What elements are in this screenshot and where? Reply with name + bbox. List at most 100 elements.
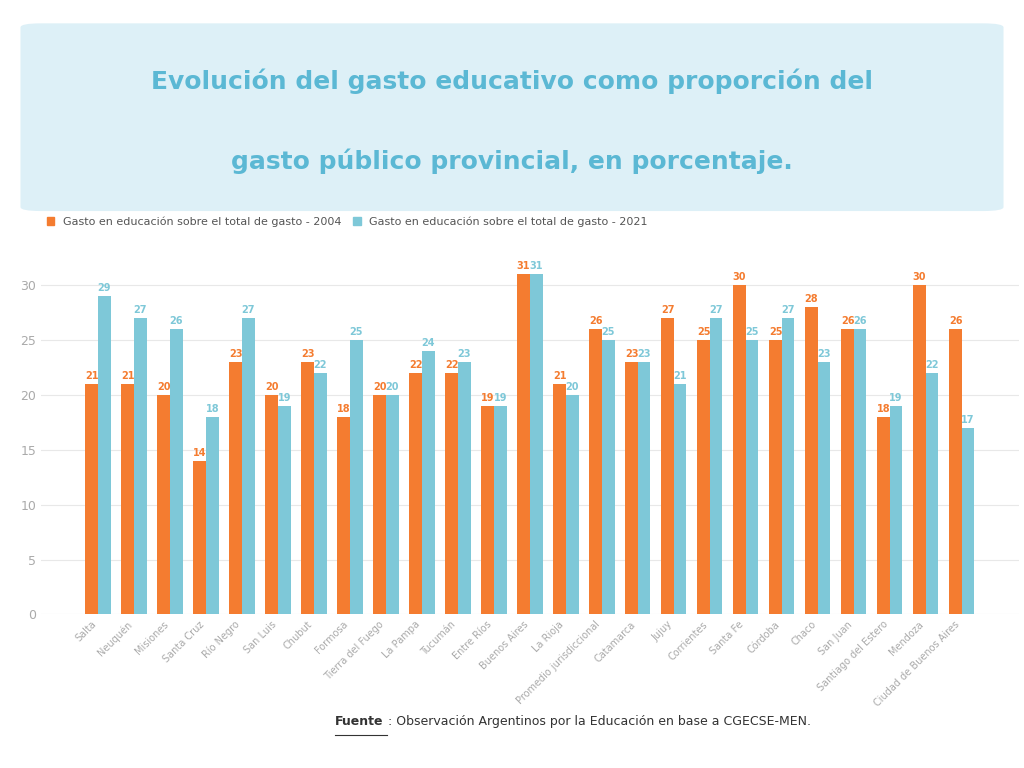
Bar <box>134 318 146 614</box>
Text: 26: 26 <box>949 316 963 326</box>
Text: 27: 27 <box>133 305 147 315</box>
Text: 25: 25 <box>697 327 711 337</box>
Text: 22: 22 <box>313 359 327 369</box>
Text: 20: 20 <box>373 382 386 392</box>
Bar <box>194 461 206 614</box>
Text: 21: 21 <box>674 371 687 381</box>
Bar <box>782 318 795 614</box>
Bar <box>926 373 938 614</box>
Bar <box>278 406 291 614</box>
Text: 21: 21 <box>121 371 134 381</box>
Bar <box>602 340 614 614</box>
Bar <box>553 384 566 614</box>
Text: gasto público provincial, en porcentaje.: gasto público provincial, en porcentaje. <box>231 148 793 174</box>
Bar <box>878 417 890 614</box>
Text: 25: 25 <box>745 327 759 337</box>
Bar <box>206 417 218 614</box>
Bar <box>122 384 134 614</box>
Bar <box>662 318 674 614</box>
Text: 27: 27 <box>710 305 723 315</box>
Bar <box>410 373 422 614</box>
Text: 26: 26 <box>589 316 602 326</box>
Text: 31: 31 <box>529 261 543 271</box>
Bar <box>314 373 327 614</box>
Bar <box>854 329 866 614</box>
Bar <box>949 329 962 614</box>
Bar <box>229 362 242 614</box>
Bar <box>337 417 350 614</box>
Text: 27: 27 <box>242 305 255 315</box>
Text: 25: 25 <box>769 327 782 337</box>
Bar <box>374 395 386 614</box>
Text: 29: 29 <box>97 283 111 293</box>
Bar <box>98 296 111 614</box>
Text: 23: 23 <box>638 349 651 359</box>
Text: 22: 22 <box>926 359 939 369</box>
Bar <box>170 329 182 614</box>
Bar <box>350 340 362 614</box>
Text: 20: 20 <box>565 382 579 392</box>
Text: Fuente: Fuente <box>335 716 383 728</box>
Text: 21: 21 <box>85 371 98 381</box>
Bar <box>805 307 818 614</box>
Bar <box>638 362 650 614</box>
Text: 27: 27 <box>781 305 795 315</box>
Text: 25: 25 <box>349 327 362 337</box>
Text: 19: 19 <box>481 392 495 402</box>
Bar <box>733 285 745 614</box>
Text: 20: 20 <box>265 382 279 392</box>
Text: 19: 19 <box>494 392 507 402</box>
Text: 27: 27 <box>660 305 675 315</box>
Text: 18: 18 <box>337 404 350 414</box>
Text: 18: 18 <box>877 404 890 414</box>
Text: 23: 23 <box>301 349 314 359</box>
Text: 23: 23 <box>458 349 471 359</box>
Text: : Observación Argentinos por la Educación en base a CGECSE-MEN.: : Observación Argentinos por la Educació… <box>388 716 811 728</box>
Bar <box>589 329 602 614</box>
Bar <box>818 362 830 614</box>
Text: 20: 20 <box>385 382 399 392</box>
Text: 19: 19 <box>890 392 903 402</box>
Bar <box>265 395 278 614</box>
Text: Evolución del gasto educativo como proporción del: Evolución del gasto educativo como propo… <box>151 68 873 94</box>
Bar <box>445 373 458 614</box>
Bar <box>626 362 638 614</box>
Bar <box>769 340 782 614</box>
Text: 26: 26 <box>841 316 854 326</box>
Text: 14: 14 <box>193 448 207 458</box>
Bar <box>242 318 255 614</box>
Bar <box>301 362 314 614</box>
Text: 30: 30 <box>912 272 927 282</box>
Bar <box>913 285 926 614</box>
Bar <box>697 340 710 614</box>
FancyBboxPatch shape <box>20 23 1004 211</box>
Bar <box>890 406 902 614</box>
Text: 23: 23 <box>817 349 830 359</box>
Bar <box>710 318 723 614</box>
Text: 26: 26 <box>170 316 183 326</box>
Text: 30: 30 <box>733 272 746 282</box>
Text: 22: 22 <box>444 359 459 369</box>
Bar <box>517 274 530 614</box>
Bar <box>386 395 398 614</box>
Text: 20: 20 <box>157 382 170 392</box>
Text: 18: 18 <box>206 404 219 414</box>
Bar <box>422 351 434 614</box>
Bar <box>494 406 507 614</box>
Text: 31: 31 <box>517 261 530 271</box>
Text: 23: 23 <box>229 349 243 359</box>
Bar <box>962 428 975 614</box>
Bar <box>85 384 98 614</box>
Bar <box>674 384 686 614</box>
Text: 24: 24 <box>422 338 435 348</box>
Text: 28: 28 <box>805 294 818 304</box>
Bar <box>530 274 543 614</box>
Bar <box>566 395 579 614</box>
Text: 26: 26 <box>853 316 867 326</box>
Text: 21: 21 <box>553 371 566 381</box>
Legend: Gasto en educación sobre el total de gasto - 2004, Gasto en educación sobre el t: Gasto en educación sobre el total de gas… <box>46 217 648 227</box>
Bar <box>842 329 854 614</box>
Bar <box>481 406 494 614</box>
Text: 22: 22 <box>409 359 422 369</box>
Bar <box>458 362 471 614</box>
